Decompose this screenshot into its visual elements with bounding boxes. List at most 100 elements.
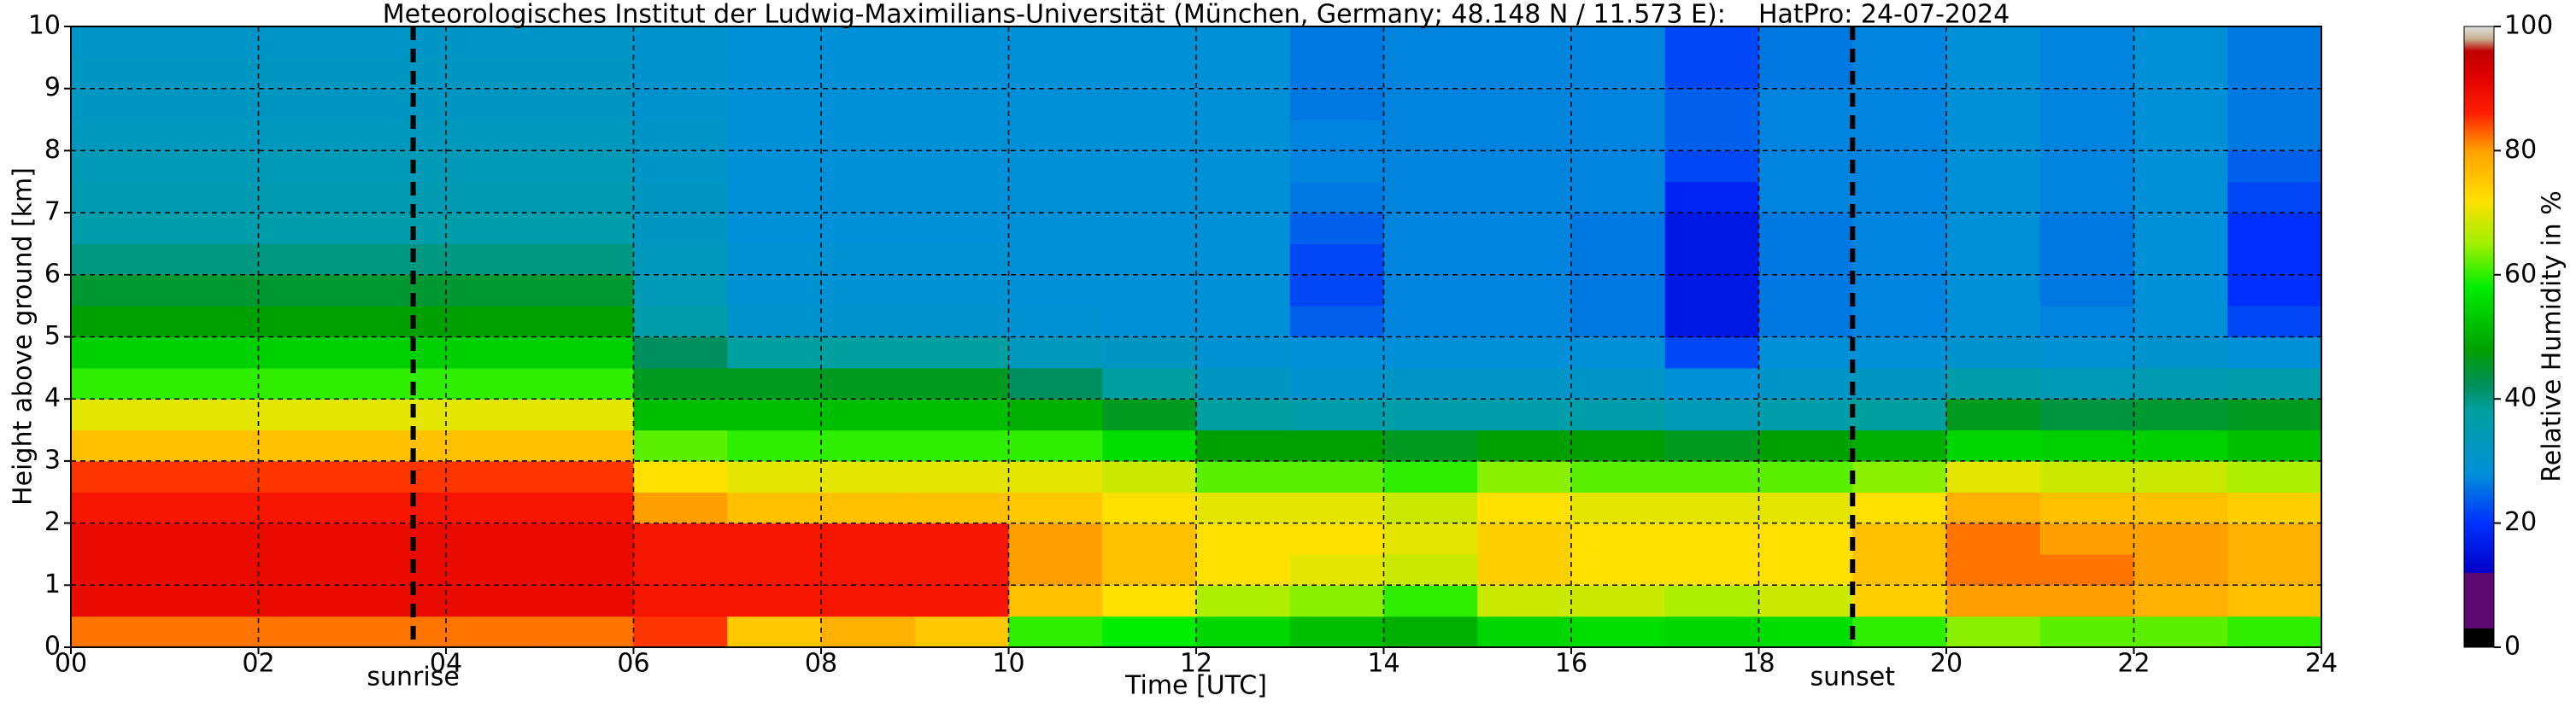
- cell: [258, 616, 353, 648]
- cell: [539, 585, 635, 617]
- cell: [352, 523, 447, 555]
- cell: [914, 181, 1010, 213]
- cell: [352, 88, 447, 120]
- cell: [1664, 120, 1760, 151]
- cell: [1289, 523, 1385, 555]
- cell: [2039, 553, 2135, 586]
- cell: [446, 181, 541, 213]
- cell: [1946, 57, 2041, 90]
- cell: [1664, 213, 1760, 245]
- cell: [539, 120, 635, 151]
- cell: [1664, 460, 1760, 493]
- cell: [1664, 274, 1760, 307]
- colorbar-tick-label: 20: [2504, 507, 2537, 537]
- cell: [2039, 460, 2135, 493]
- cell: [1571, 367, 1666, 400]
- cell: [446, 120, 541, 151]
- cell: [1758, 616, 1853, 648]
- y-tick-label: 3: [44, 445, 61, 475]
- cell: [2227, 274, 2322, 307]
- cell: [1102, 243, 1197, 276]
- cell: [1477, 57, 1572, 90]
- cell: [1946, 399, 2041, 431]
- cell: [2133, 399, 2228, 431]
- cell: [1571, 213, 1666, 245]
- cell: [633, 429, 728, 462]
- cell: [2133, 88, 2228, 120]
- cell: [1477, 616, 1572, 648]
- cell: [539, 523, 635, 555]
- x-tick-label: 06: [617, 649, 649, 679]
- y-tick-label: 5: [44, 321, 61, 351]
- cell: [446, 399, 541, 431]
- cell: [71, 150, 166, 183]
- cell: [71, 399, 166, 431]
- cell: [539, 26, 635, 58]
- cell: [914, 88, 1010, 120]
- cell: [164, 616, 260, 648]
- cell: [352, 26, 447, 58]
- cell: [1946, 585, 2041, 617]
- cell: [446, 213, 541, 245]
- cell: [1196, 274, 1291, 307]
- cell: [446, 57, 541, 90]
- cell: [2039, 492, 2135, 524]
- cell: [2227, 336, 2322, 369]
- cell: [1008, 492, 1103, 524]
- cell: [352, 57, 447, 90]
- cell: [914, 274, 1010, 307]
- cell: [2133, 243, 2228, 276]
- cell: [71, 88, 166, 120]
- cell: [539, 274, 635, 307]
- cell: [1477, 243, 1572, 276]
- cell: [164, 181, 260, 213]
- cell: [914, 585, 1010, 617]
- cell: [258, 88, 353, 120]
- cell: [1852, 429, 1947, 462]
- cell: [1196, 460, 1291, 493]
- cell: [446, 274, 541, 307]
- cell: [1196, 243, 1291, 276]
- cell: [821, 243, 916, 276]
- cell: [1102, 57, 1197, 90]
- cell: [1664, 585, 1760, 617]
- cell: [2039, 243, 2135, 276]
- cell: [2227, 26, 2322, 58]
- cell: [727, 150, 822, 183]
- cell: [914, 616, 1010, 648]
- cell: [1196, 399, 1291, 431]
- cell: [164, 57, 260, 90]
- cell: [71, 553, 166, 586]
- cell: [2133, 57, 2228, 90]
- cell: [1852, 585, 1947, 617]
- cell: [164, 213, 260, 245]
- cell: [258, 492, 353, 524]
- cell: [821, 616, 916, 648]
- cell: [164, 492, 260, 524]
- cell: [71, 460, 166, 493]
- cell: [71, 306, 166, 338]
- cell: [1664, 429, 1760, 462]
- cell: [258, 460, 353, 493]
- colorbar-tick-label: 80: [2504, 135, 2537, 165]
- cell: [1758, 336, 1853, 369]
- event-label: sunset: [1810, 663, 1895, 692]
- cell: [1289, 26, 1385, 58]
- cell: [1664, 399, 1760, 431]
- cell: [1102, 492, 1197, 524]
- cell: [352, 306, 447, 338]
- cell: [1383, 336, 1478, 369]
- cell: [446, 150, 541, 183]
- event-label: sunrise: [367, 663, 459, 692]
- cell: [2039, 399, 2135, 431]
- cell: [1571, 492, 1666, 524]
- cell: [1946, 26, 2041, 58]
- cell: [1758, 367, 1853, 400]
- cell: [258, 57, 353, 90]
- cell: [1852, 88, 1947, 120]
- cell: [2039, 616, 2135, 648]
- cell: [633, 616, 728, 648]
- cell: [164, 336, 260, 369]
- cell: [352, 460, 447, 493]
- cell: [821, 399, 916, 431]
